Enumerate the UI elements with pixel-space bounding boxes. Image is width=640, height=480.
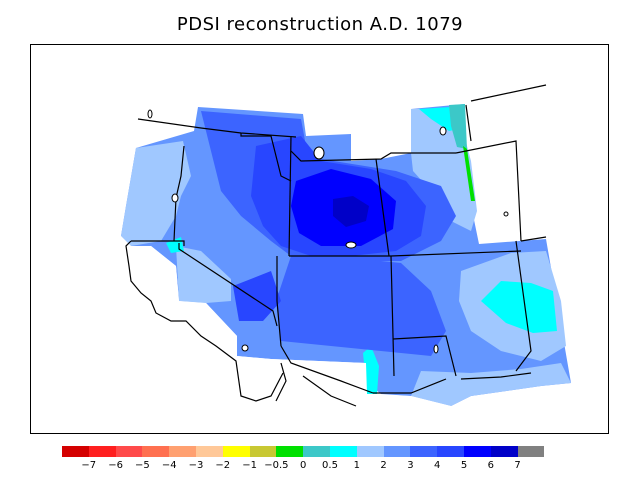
legend-tick-label: −3 [188,460,204,471]
legend-swatch [88,446,116,457]
contour-light-south [411,363,571,406]
tx-south [460,372,532,380]
outside-masks [31,236,451,433]
lake-nm [433,344,439,354]
legend-tick-label: −4 [161,460,177,471]
legend-tick-label: −1 [242,460,257,471]
canada-border-east [470,84,547,102]
lake-nw [147,109,153,119]
legend-tick-label: 7 [514,460,521,471]
pdsi-map [31,84,571,433]
legend-swatch [383,446,411,457]
legend-tick-label: −0.5 [264,460,289,471]
legend-swatch [169,446,196,457]
legend-swatch [303,446,330,457]
legend-tick-label: 5 [460,460,468,471]
lake-az [241,344,249,352]
legend-swatch [410,446,438,457]
ok-border [520,236,547,242]
legend-swatch [222,446,250,457]
or-ca-border [131,240,185,246]
ne-sd-border [455,140,522,242]
az-mex-border [280,345,374,394]
nd-border [465,104,472,142]
legend-tick-label: 3 [407,460,414,471]
contour-cyan-east [481,281,557,333]
legend-swatch [437,446,464,457]
lakes [147,109,509,354]
wy-border [290,150,456,162]
contour-cyan-sw [363,346,379,394]
legend-swatch [463,446,491,457]
legend-swatch [249,446,277,457]
legend-tick-label: 6 [487,460,494,471]
lake-powell [345,241,357,249]
state-boundaries [125,84,547,407]
legend-tick-label: 4 [434,460,441,471]
legend-tick-label: −6 [108,460,123,471]
id-mt-border [240,133,292,182]
contour-navy-core [333,196,369,227]
nv-az-border [276,256,282,347]
lake-tahoe [171,193,179,203]
contour-teal-ne [449,104,467,149]
gulf-coast [302,375,357,407]
lake-ne [439,126,447,136]
legend-swatch [115,446,143,457]
oregon-idaho [173,145,185,242]
legend-tick-label: 0.5 [322,460,338,471]
tx-border-e [515,240,532,372]
nv-ut-border [288,135,292,257]
map-frame [30,44,609,434]
lake-sd [503,211,509,217]
co-ks-border [390,250,522,257]
map-title: PDSI reconstruction A.D. 1079 [176,14,464,35]
contour-cyan-ne [419,107,459,131]
canada-border [137,118,297,138]
legend-tick-label: 2 [380,460,387,471]
nm-mex-border [373,378,447,394]
contour-green-edge [463,146,475,201]
nm-tx-border [392,335,457,377]
legend-tick-label: −5 [135,460,150,471]
legend-tick-label: −7 [81,460,97,471]
legend-tick-label: 1 [353,460,360,471]
legend-swatch [356,446,384,457]
contour-light-sw [176,246,231,303]
legend-swatch [142,446,170,457]
legend-swatch [276,446,304,457]
color-legend: −7 −6 −5 −4 −3 −2 −1 −0.5 0 0.5 1 2 3 4 5 6 7 [62,446,582,474]
great-salt-lake [313,146,325,160]
legend-swatch [517,446,545,457]
wy-co-border [375,158,390,257]
ca-nv-border [178,243,278,327]
legend-swatch [490,446,518,457]
legend-bar [62,446,582,457]
legend-swatch [329,446,357,457]
az-nm-border [390,255,395,377]
ca-coast [125,240,284,402]
legend-swatch [62,446,89,457]
legend-tick-label: −2 [215,460,231,471]
contour-light-west [121,141,191,246]
legend-tick-label: 0 [300,460,307,471]
baja-coast [275,362,287,402]
legend-labels: −7 −6 −5 −4 −3 −2 −1 −0.5 0 0.5 1 2 3 4 5 6 7 [62,460,582,474]
contour-blue-mid [276,256,446,356]
legend-swatch [195,446,223,457]
